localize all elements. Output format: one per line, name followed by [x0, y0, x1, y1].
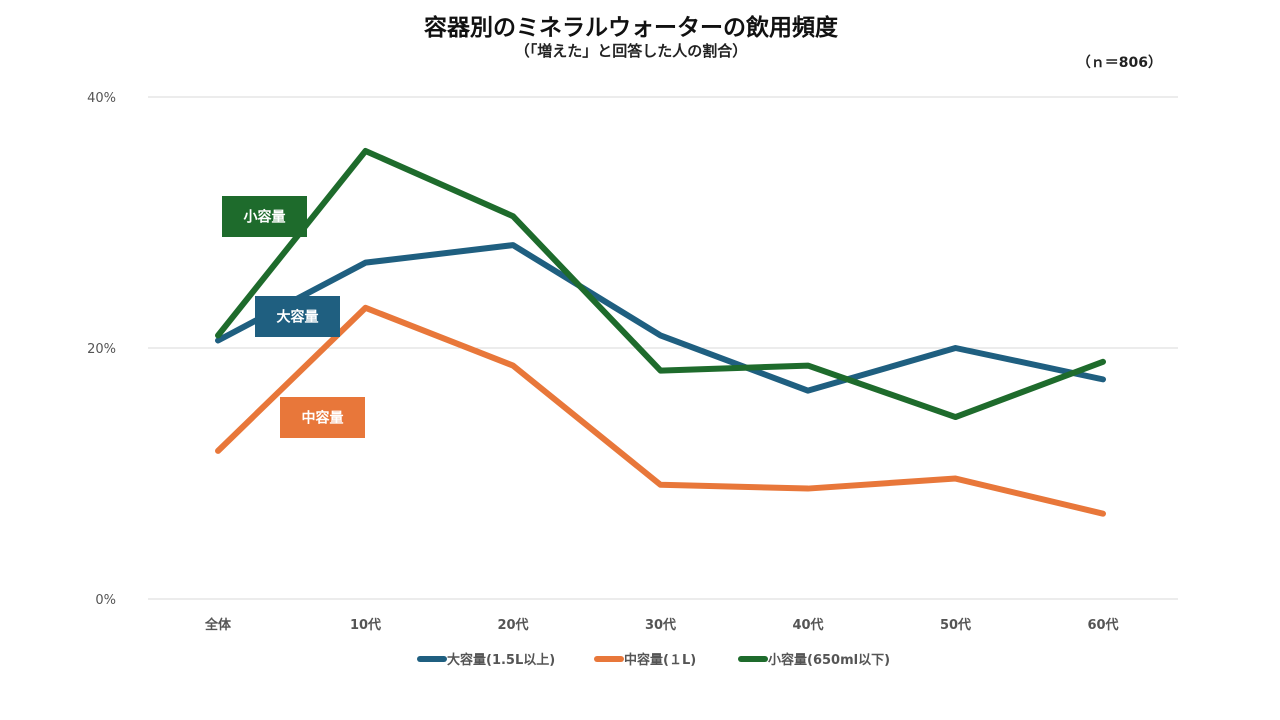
x-tick-label: 20代: [497, 617, 528, 633]
series-line-0: [215, 242, 1106, 394]
series-tag-box: [222, 196, 307, 237]
series-tag: 小容量: [222, 196, 307, 237]
legend-label: 中容量(１L): [624, 652, 696, 668]
series-tag-box: [280, 397, 365, 438]
series-tag-box: [255, 296, 340, 337]
x-tick-label: 全体: [204, 617, 232, 633]
series-tag-label: 小容量: [244, 209, 286, 226]
gridlines: [148, 96, 1178, 600]
series-tag: 大容量: [255, 296, 340, 337]
x-tick-label: 10代: [350, 617, 381, 633]
series-line-2: [215, 147, 1106, 421]
x-axis-ticks: 全体 10代 20代 30代 40代 50代 60代: [204, 617, 1119, 633]
x-tick-label: 40代: [792, 617, 823, 633]
legend-item: 小容量(650ml以下): [738, 652, 890, 668]
legend-item: 中容量(１L): [594, 652, 696, 668]
series-line-1: [215, 304, 1106, 517]
legend-item: 大容量(1.5L以上): [417, 652, 555, 668]
series-lines: [215, 147, 1106, 517]
chart-subtitle: （「増えた」と回答した人の割合）: [514, 42, 748, 60]
y-tick-label: 0%: [95, 593, 116, 608]
x-tick-label: 30代: [645, 617, 676, 633]
legend-label: 小容量(650ml以下): [768, 652, 890, 668]
legend: 大容量(1.5L以上) 中容量(１L) 小容量(650ml以下): [417, 652, 890, 668]
series-tag-label: 大容量: [277, 309, 319, 326]
series-tag: 中容量: [280, 397, 365, 438]
sample-size-note: （ｎ＝806）: [1076, 55, 1162, 71]
chart-title: 容器別のミネラルウォーターの飲用頻度: [424, 15, 838, 41]
x-tick-label: 60代: [1087, 617, 1118, 633]
y-tick-label: 20%: [87, 342, 116, 357]
y-axis-ticks: 0% 20% 40%: [87, 91, 116, 608]
legend-label: 大容量(1.5L以上): [447, 652, 555, 668]
y-tick-label: 40%: [87, 91, 116, 106]
series-tag-label: 中容量: [302, 410, 344, 427]
x-tick-label: 50代: [940, 617, 971, 633]
